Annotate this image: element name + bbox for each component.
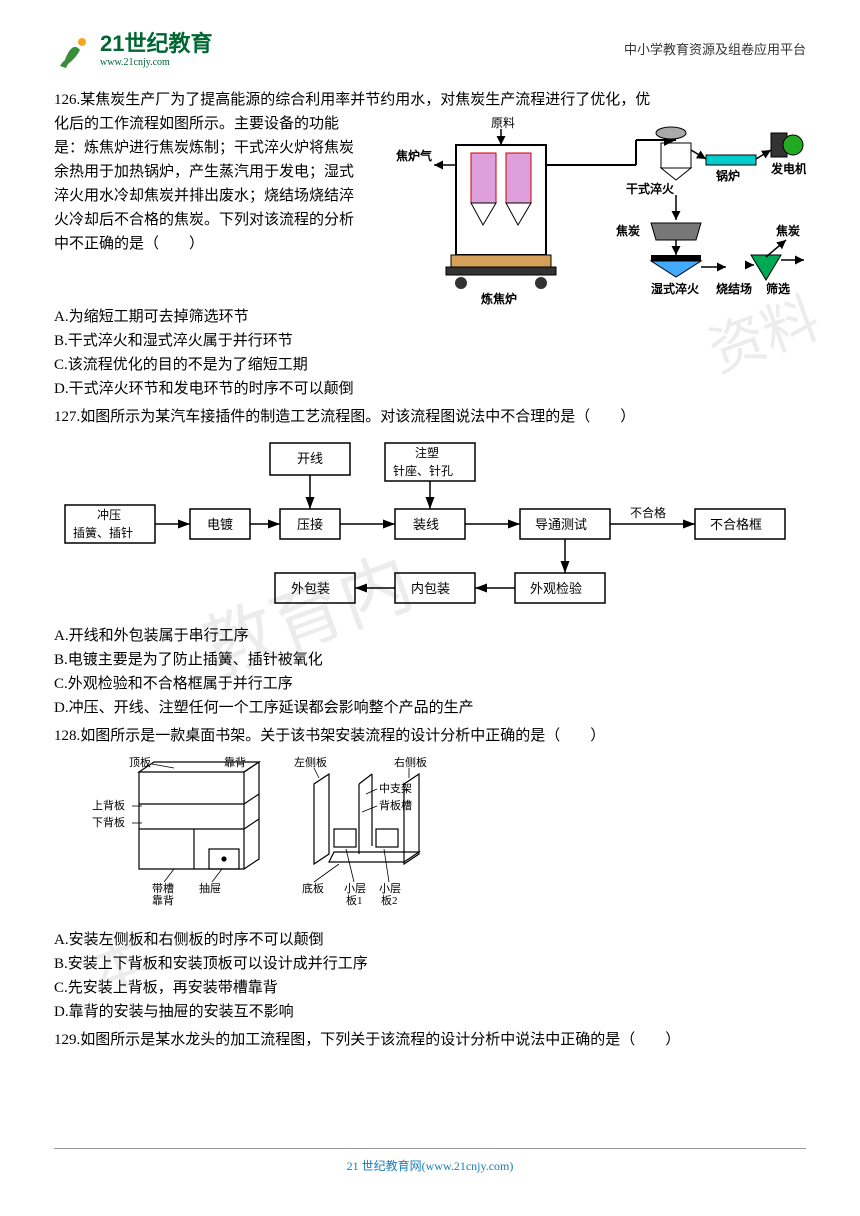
q128-option-c: C.先安装上背板，再安装带槽靠背 bbox=[54, 976, 806, 1000]
svg-text:外观检验: 外观检验 bbox=[530, 581, 582, 596]
svg-text:干式淬火: 干式淬火 bbox=[626, 181, 675, 196]
svg-text:锅炉: 锅炉 bbox=[716, 168, 740, 183]
q126-stem-line1: 126.某焦炭生产厂为了提高能源的综合利用率并节约用水，对焦炭生产流程进行了优化… bbox=[54, 88, 806, 112]
page-footer: 21 世纪教育网(www.21cnjy.com) bbox=[54, 1148, 806, 1176]
svg-text:板2: 板2 bbox=[381, 893, 398, 907]
svg-text:内包装: 内包装 bbox=[411, 581, 450, 596]
q127-option-d: D.冲压、开线、注塑任何一个工序延误都会影响整个产品的生产 bbox=[54, 696, 806, 720]
svg-text:焦炭: 焦炭 bbox=[615, 223, 640, 238]
q129-stem: 129.如图所示是某水龙头的加工流程图，下列关于该流程的设计分析中说法中正确的是… bbox=[54, 1028, 806, 1052]
svg-text:外包装: 外包装 bbox=[291, 581, 330, 596]
q127-flowchart: 开线 注塑 针座、针孔 冲压 插簧、插针 电镀 压接 装线 导通测试 不合格框 … bbox=[54, 435, 806, 610]
svg-text:中支架: 中支架 bbox=[379, 782, 412, 795]
q126-option-a: A.为缩短工期可去掉筛选环节 bbox=[54, 305, 806, 329]
logo-brand: 21世纪教育 bbox=[100, 32, 212, 56]
main-content: 126.某焦炭生产厂为了提高能源的综合利用率并节约用水，对焦炭生产流程进行了优化… bbox=[54, 88, 806, 1052]
logo-url: www.21cnjy.com bbox=[100, 57, 212, 68]
svg-text:插簧、插针: 插簧、插针 bbox=[73, 525, 133, 540]
svg-text:注塑: 注塑 bbox=[415, 445, 439, 460]
q127-option-c: C.外观检验和不合格框属于并行工序 bbox=[54, 672, 806, 696]
q126-option-c: C.该流程优化的目的不是为了缩短工期 bbox=[54, 353, 806, 377]
header-right-text: 中小学教育资源及组卷应用平台 bbox=[624, 40, 806, 61]
svg-text:靠背: 靠背 bbox=[152, 893, 174, 907]
svg-text:发电机: 发电机 bbox=[770, 161, 806, 176]
svg-text:左侧板: 左侧板 bbox=[294, 755, 327, 769]
q128-option-b: B.安装上下背板和安装顶板可以设计成并行工序 bbox=[54, 952, 806, 976]
svg-text:小层: 小层 bbox=[379, 882, 401, 895]
svg-text:导通测试: 导通测试 bbox=[535, 517, 587, 532]
svg-text:上背板: 上背板 bbox=[92, 798, 125, 812]
svg-text:焦炭: 焦炭 bbox=[775, 223, 800, 238]
svg-text:不合格: 不合格 bbox=[630, 505, 666, 520]
svg-text:炼焦炉: 炼焦炉 bbox=[481, 291, 517, 305]
footer-text: 21 世纪教育网(www.21cnjy.com) bbox=[347, 1159, 514, 1173]
q126-process-diagram: 原料 炼焦炉 焦炉气 bbox=[376, 115, 806, 305]
svg-text:带槽: 带槽 bbox=[152, 882, 174, 895]
logo-text: 21世纪教育 www.21cnjy.com bbox=[100, 32, 212, 67]
svg-text:焦炉气: 焦炉气 bbox=[395, 148, 432, 163]
svg-text:小层: 小层 bbox=[344, 882, 366, 895]
svg-text:装线: 装线 bbox=[413, 517, 439, 532]
question-126: 126.某焦炭生产厂为了提高能源的综合利用率并节约用水，对焦炭生产流程进行了优化… bbox=[54, 88, 806, 401]
question-128: 128.如图所示是一款桌面书架。关于该书架安装流程的设计分析中正确的是（ ） 顶… bbox=[54, 724, 806, 1024]
svg-text:原料: 原料 bbox=[491, 116, 515, 130]
question-127: 127.如图所示为某汽车接插件的制造工艺流程图。对该流程图说法中不合理的是（ ）… bbox=[54, 405, 806, 720]
q128-bookshelf-diagram: 顶板 靠背 上背板 下背板 带槽 靠背 抽屉 左侧板 bbox=[84, 754, 474, 914]
svg-text:下背板: 下背板 bbox=[92, 815, 125, 829]
q127-option-a: A.开线和外包装属于串行工序 bbox=[54, 624, 806, 648]
q128-stem: 128.如图所示是一款桌面书架。关于该书架安装流程的设计分析中正确的是（ ） bbox=[54, 724, 806, 748]
q127-stem: 127.如图所示为某汽车接插件的制造工艺流程图。对该流程图说法中不合理的是（ ） bbox=[54, 405, 806, 429]
svg-text:不合格框: 不合格框 bbox=[710, 517, 762, 532]
svg-text:右侧板: 右侧板 bbox=[394, 755, 427, 769]
logo-area: 21世纪教育 www.21cnjy.com bbox=[54, 30, 212, 70]
svg-text:底板: 底板 bbox=[302, 881, 324, 895]
svg-text:湿式淬火: 湿式淬火 bbox=[651, 281, 700, 296]
svg-text:开线: 开线 bbox=[297, 451, 323, 466]
svg-text:针座、针孔: 针座、针孔 bbox=[393, 463, 453, 478]
page-header: 21世纪教育 www.21cnjy.com 中小学教育资源及组卷应用平台 bbox=[54, 30, 806, 70]
svg-text:背板槽: 背板槽 bbox=[379, 798, 412, 812]
question-129: 129.如图所示是某水龙头的加工流程图，下列关于该流程的设计分析中说法中正确的是… bbox=[54, 1028, 806, 1052]
svg-text:靠背: 靠背 bbox=[224, 755, 246, 769]
svg-text:板1: 板1 bbox=[346, 893, 363, 907]
svg-text:压接: 压接 bbox=[297, 517, 323, 532]
svg-text:烧结场: 烧结场 bbox=[716, 281, 752, 296]
q128-option-a: A.安装左侧板和右侧板的时序不可以颠倒 bbox=[54, 928, 806, 952]
svg-text:抽屉: 抽屉 bbox=[199, 881, 221, 895]
q126-option-b: B.干式淬火和湿式淬火属于并行环节 bbox=[54, 329, 806, 353]
q126-option-d: D.干式淬火环节和发电环节的时序不可以颠倒 bbox=[54, 377, 806, 401]
svg-text:顶板: 顶板 bbox=[129, 755, 151, 769]
logo-icon bbox=[54, 30, 94, 70]
svg-text:筛选: 筛选 bbox=[766, 281, 790, 296]
svg-text:电镀: 电镀 bbox=[207, 517, 233, 532]
svg-text:冲压: 冲压 bbox=[97, 507, 121, 522]
q127-option-b: B.电镀主要是为了防止插簧、插针被氧化 bbox=[54, 648, 806, 672]
q128-option-d: D.靠背的安装与抽屉的安装互不影响 bbox=[54, 1000, 806, 1024]
